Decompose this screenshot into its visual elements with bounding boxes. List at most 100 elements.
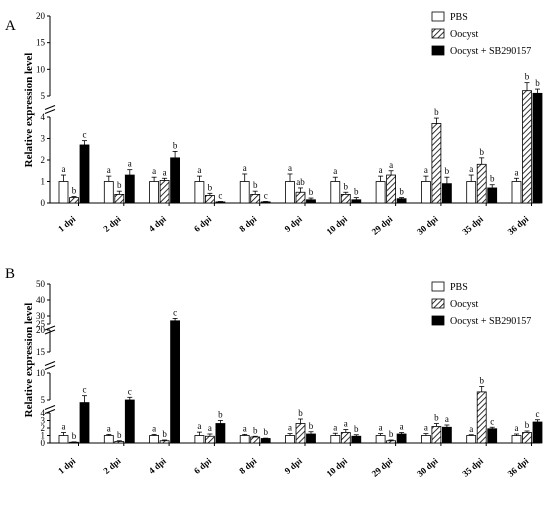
bar (532, 421, 543, 444)
bar (285, 181, 295, 204)
x-category-label: 35 dpi (460, 214, 485, 237)
significance-letter: a (197, 165, 201, 175)
significance-letter: c (490, 416, 494, 426)
x-category-label: 6 dpi (192, 214, 214, 234)
bar (340, 432, 351, 444)
legend-label: PBS (450, 282, 468, 293)
bar (466, 435, 477, 444)
legend-label: Oocyst + SB290157 (450, 316, 531, 327)
x-category-label: 4 dpi (147, 214, 169, 234)
axis-break-mark (44, 409, 56, 414)
bar (396, 433, 407, 444)
bar (306, 199, 316, 204)
y-tick-label: 2 (41, 423, 46, 433)
y-tick-label: 1 (41, 177, 46, 187)
bar (295, 191, 306, 204)
legend-label: Oocyst + SB290157 (450, 46, 531, 57)
bar (239, 181, 250, 204)
significance-letter: a (515, 167, 519, 177)
y-tick-label: 3 (41, 416, 46, 426)
y-tick-label: 5 (41, 91, 46, 101)
x-category-label: 1 dpi (56, 456, 78, 476)
bar (441, 183, 452, 204)
legend-label: Oocyst (450, 29, 479, 40)
significance-letter: a (424, 423, 428, 433)
bar (250, 436, 261, 444)
bar (466, 181, 477, 204)
bar (511, 181, 522, 204)
significance-letter: c (173, 307, 177, 317)
bar (250, 193, 261, 204)
y-tick-label: 15 (36, 347, 46, 357)
significance-letter: a (333, 422, 337, 432)
y-tick-label: 25 (36, 319, 46, 329)
bar (420, 181, 431, 204)
significance-letter: a (62, 164, 66, 174)
bar (149, 181, 160, 204)
significance-letter: b (253, 425, 258, 435)
significance-letter: a (344, 419, 348, 429)
panel-a-ylabel: Relative expression level (23, 53, 35, 168)
axis-break-mark (44, 325, 56, 331)
panel-label-b: B (5, 266, 15, 282)
significance-letter: b (309, 187, 314, 197)
axis-break-mark (44, 109, 56, 114)
significance-letter: b (389, 429, 394, 439)
x-category-label: 36 dpi (506, 456, 531, 479)
bar (69, 197, 79, 204)
x-category-label: 30 dpi (415, 456, 440, 479)
x-category-label: 10 dpi (324, 456, 349, 479)
significance-letter: c (83, 385, 87, 395)
bar (103, 181, 114, 204)
bar (159, 180, 170, 204)
bar (487, 428, 498, 444)
bar (522, 432, 532, 444)
x-category-label: 9 dpi (283, 456, 305, 476)
bar (79, 144, 90, 204)
x-category-label: 8 dpi (237, 214, 259, 234)
significance-letter: a (243, 163, 247, 173)
significance-letter: b (434, 107, 439, 117)
bar (431, 123, 442, 204)
panel-b-ylabel: Relative expression level (23, 303, 35, 418)
significance-letter: a (333, 166, 337, 176)
significance-letter: b (298, 408, 303, 418)
significance-letter: a (107, 423, 111, 433)
bar (215, 201, 226, 204)
x-category-label: 9 dpi (283, 214, 305, 234)
legend-swatch (431, 298, 445, 309)
significance-letter: b (117, 180, 122, 190)
significance-letter: c (264, 190, 268, 200)
x-category-label: 2 dpi (101, 214, 123, 234)
axis-break-mark (44, 105, 56, 110)
legend-swatch (431, 315, 445, 326)
y-tick-label: 20 (36, 11, 46, 21)
legend-swatch (431, 28, 445, 39)
bar (351, 435, 362, 444)
significance-letter: b (72, 431, 77, 441)
y-tick-label: 0 (41, 198, 46, 208)
significance-letter: b (354, 424, 359, 434)
bar (522, 90, 532, 204)
significance-letter: b (490, 174, 495, 184)
significance-letter: b (208, 182, 213, 192)
significance-letter: a (128, 159, 132, 169)
bar (69, 441, 79, 444)
significance-letter: a (445, 414, 449, 424)
bar (103, 435, 114, 444)
significance-letter: b (344, 181, 349, 191)
bar (170, 157, 181, 204)
significance-letter: b (445, 166, 450, 176)
panel-label-a: A (5, 18, 16, 34)
bar (124, 399, 135, 444)
significance-letter: b (535, 78, 540, 88)
significance-letter: b (309, 421, 314, 431)
bar (58, 435, 69, 444)
significance-letter: b (479, 376, 484, 386)
significance-letter: c (128, 386, 132, 396)
significance-letter: b (525, 420, 530, 430)
x-category-label: 10 dpi (324, 214, 349, 237)
